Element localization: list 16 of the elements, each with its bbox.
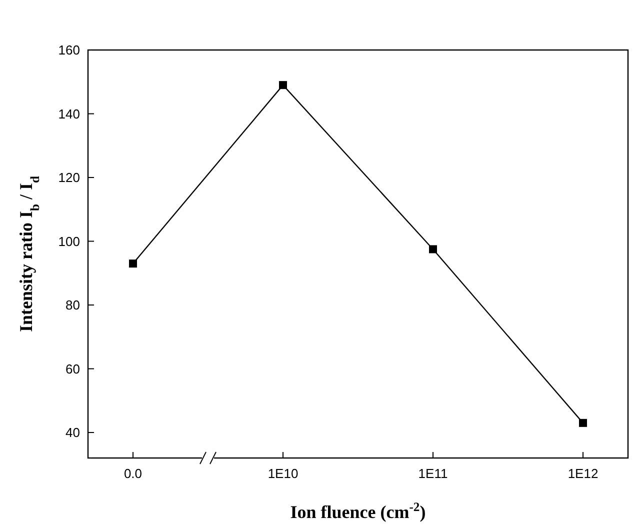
point [129,260,137,268]
x-tick-label: 1E12 [568,466,598,481]
y-tick-label: 40 [66,425,80,440]
y-tick-label: 160 [58,42,80,58]
y-tick-label: 140 [58,106,80,122]
x-tick-label: 0.0 [124,466,142,481]
x-tick-label: 1E10 [268,466,298,481]
x-tick-label: 1E11 [418,466,448,481]
y-tick-label: 120 [58,170,80,186]
y-tick-label: 80 [66,298,80,313]
point [429,245,437,254]
point [279,81,287,90]
y-tick-label: 60 [66,361,80,376]
point [579,418,587,427]
y-tick-label: 100 [58,234,80,249]
x-axis-title: Ion fluence (cm$^{-2}$) [290,500,426,522]
